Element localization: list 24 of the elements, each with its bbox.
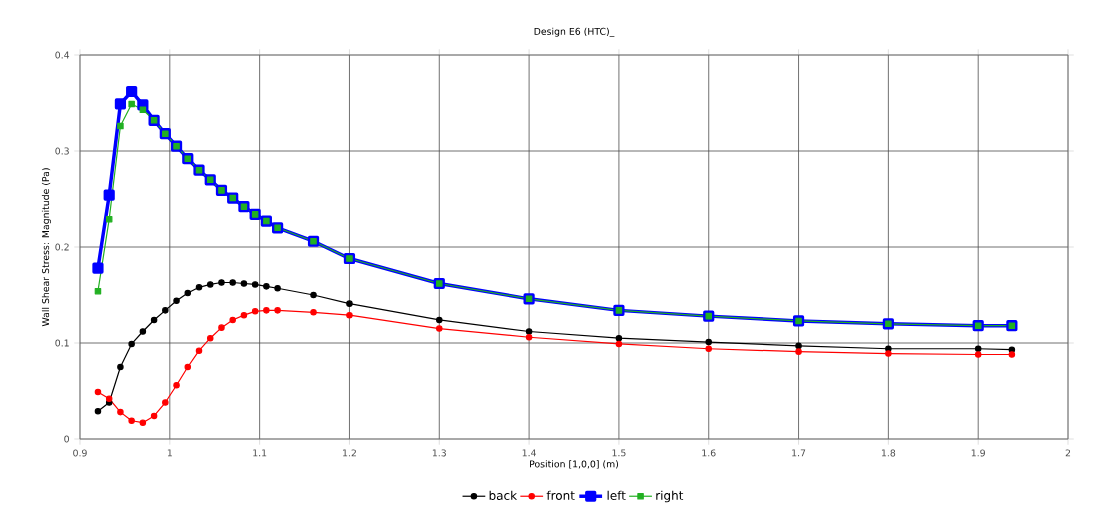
legend-label: back	[489, 490, 518, 500]
x-tick-label: 1.5	[612, 449, 626, 457]
legend-label: front	[546, 490, 575, 500]
x-tick-label: 1.8	[881, 449, 896, 457]
y-tick-label: 0.3	[55, 147, 69, 155]
y-tick-label: 0.2	[55, 243, 69, 251]
y-tick-label: 0.1	[55, 339, 69, 347]
x-tick-label: 1.2	[343, 449, 356, 457]
x-tick-label: 0.9	[73, 449, 87, 457]
x-tick-label: 1.1	[253, 449, 267, 457]
legend-label: right	[656, 490, 684, 503]
x-tick-label: 1	[167, 449, 172, 457]
x-tick-label: 1.7	[792, 449, 806, 457]
x-tick-label: 1.4	[522, 449, 536, 457]
x-axis-title: Position [1,0,0] (m)	[530, 460, 619, 469]
y-tick-label: 0.4	[55, 51, 70, 59]
x-tick-label: 1.9	[971, 449, 985, 457]
x-tick-label: 2	[1065, 449, 1071, 457]
x-tick-label: 1.3	[432, 449, 446, 457]
y-tick-label: 0	[64, 435, 69, 443]
chart-title: Design E6 (HTC)_	[534, 27, 615, 37]
y-axis-title: Wall Shear Stress: Magnitude (Pa)	[41, 168, 51, 327]
legend-label: left	[607, 490, 626, 500]
x-tick-label: 1.6	[702, 449, 716, 457]
